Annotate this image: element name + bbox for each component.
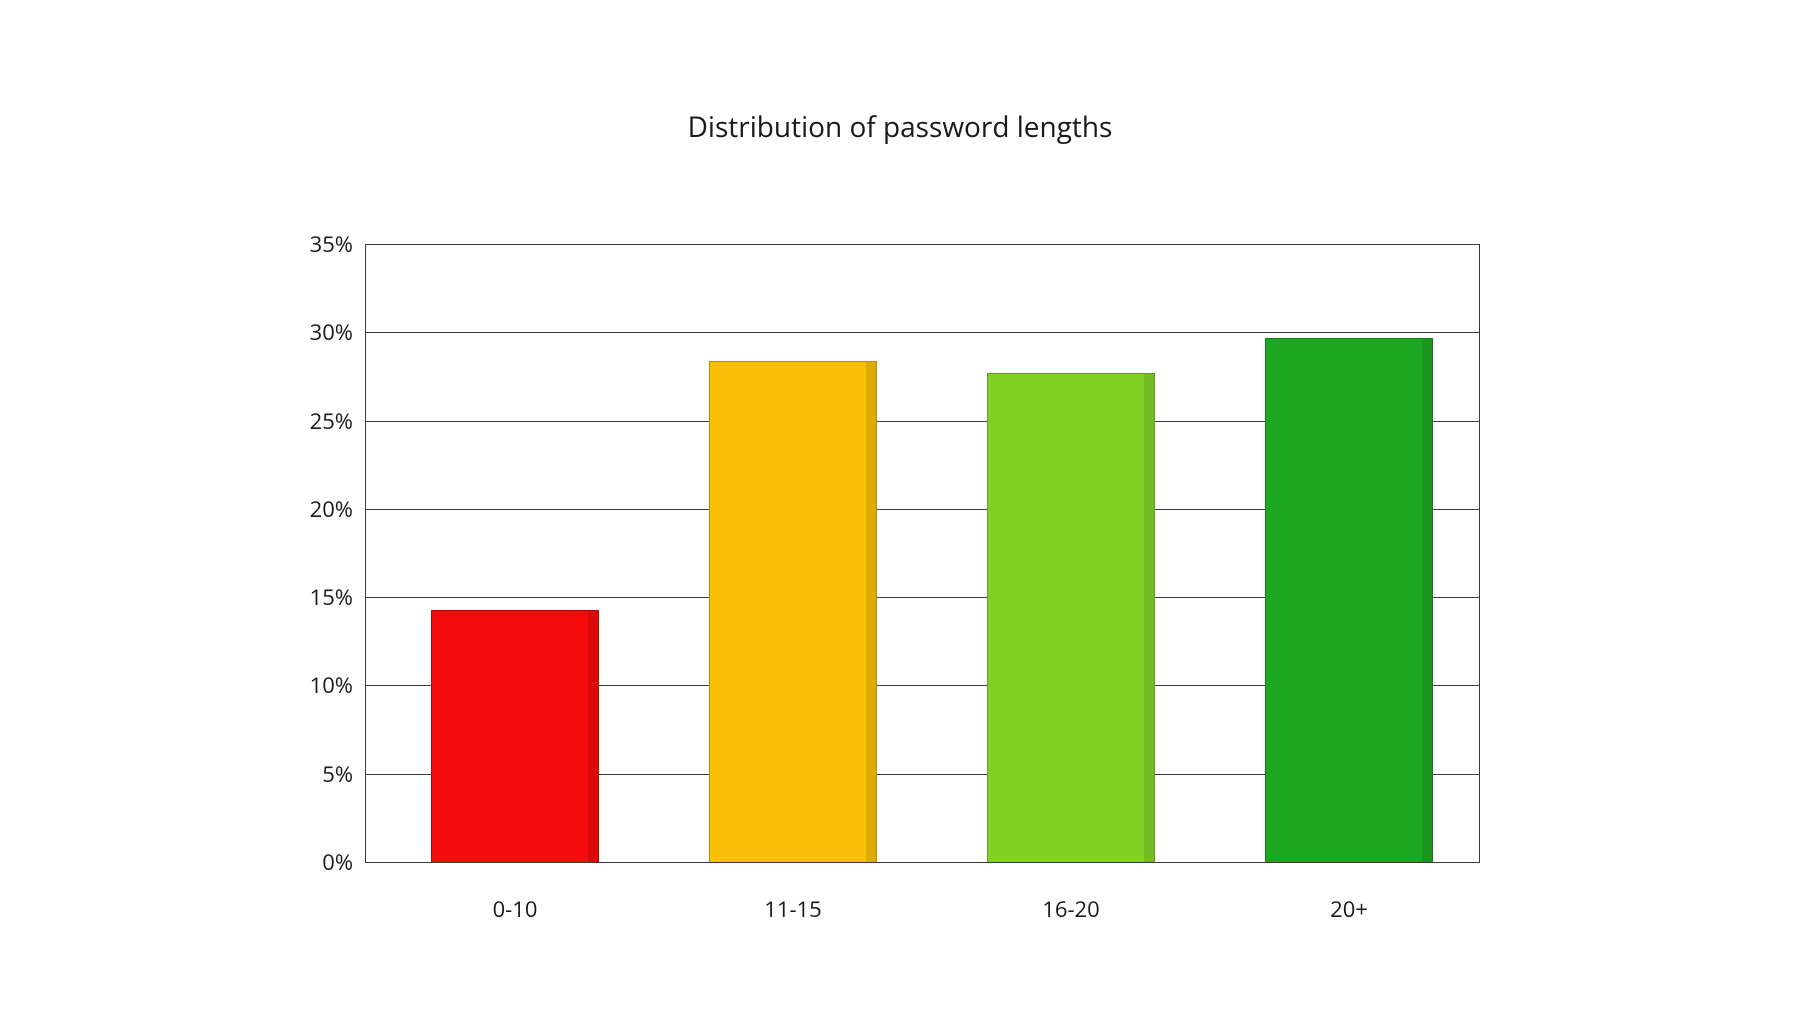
x-tick-label: 0-10 bbox=[493, 894, 538, 924]
y-tick-label: 5% bbox=[283, 759, 353, 789]
right-axis-line bbox=[1479, 244, 1480, 862]
y-tick-label: 30% bbox=[283, 317, 353, 347]
y-tick-label: 10% bbox=[283, 670, 353, 700]
bar bbox=[431, 610, 599, 862]
chart-title: Distribution of password lengths bbox=[0, 108, 1800, 146]
bar-shade bbox=[1144, 374, 1154, 862]
x-tick-label: 20+ bbox=[1330, 894, 1368, 924]
x-tick-label: 16-20 bbox=[1042, 894, 1099, 924]
bar bbox=[709, 361, 877, 862]
gridline bbox=[365, 332, 1480, 333]
y-axis-line bbox=[365, 244, 366, 862]
y-tick-label: 35% bbox=[283, 229, 353, 259]
bar-shade bbox=[866, 362, 876, 862]
plot-area: 0%5%10%15%20%25%30%35%0-1011-1516-2020+ bbox=[365, 244, 1480, 862]
y-tick-label: 0% bbox=[283, 847, 353, 877]
gridline bbox=[365, 862, 1480, 863]
y-tick-label: 20% bbox=[283, 494, 353, 524]
bar-shade bbox=[588, 611, 598, 862]
bar bbox=[1265, 338, 1433, 862]
y-tick-label: 15% bbox=[283, 582, 353, 612]
page: Distribution of password lengths 0%5%10%… bbox=[0, 0, 1800, 1013]
gridline bbox=[365, 244, 1480, 245]
bar-chart: 0%5%10%15%20%25%30%35%0-1011-1516-2020+ bbox=[365, 244, 1480, 862]
bar-shade bbox=[1422, 339, 1432, 862]
x-tick-label: 11-15 bbox=[764, 894, 821, 924]
y-tick-label: 25% bbox=[283, 406, 353, 436]
bar bbox=[987, 373, 1155, 862]
